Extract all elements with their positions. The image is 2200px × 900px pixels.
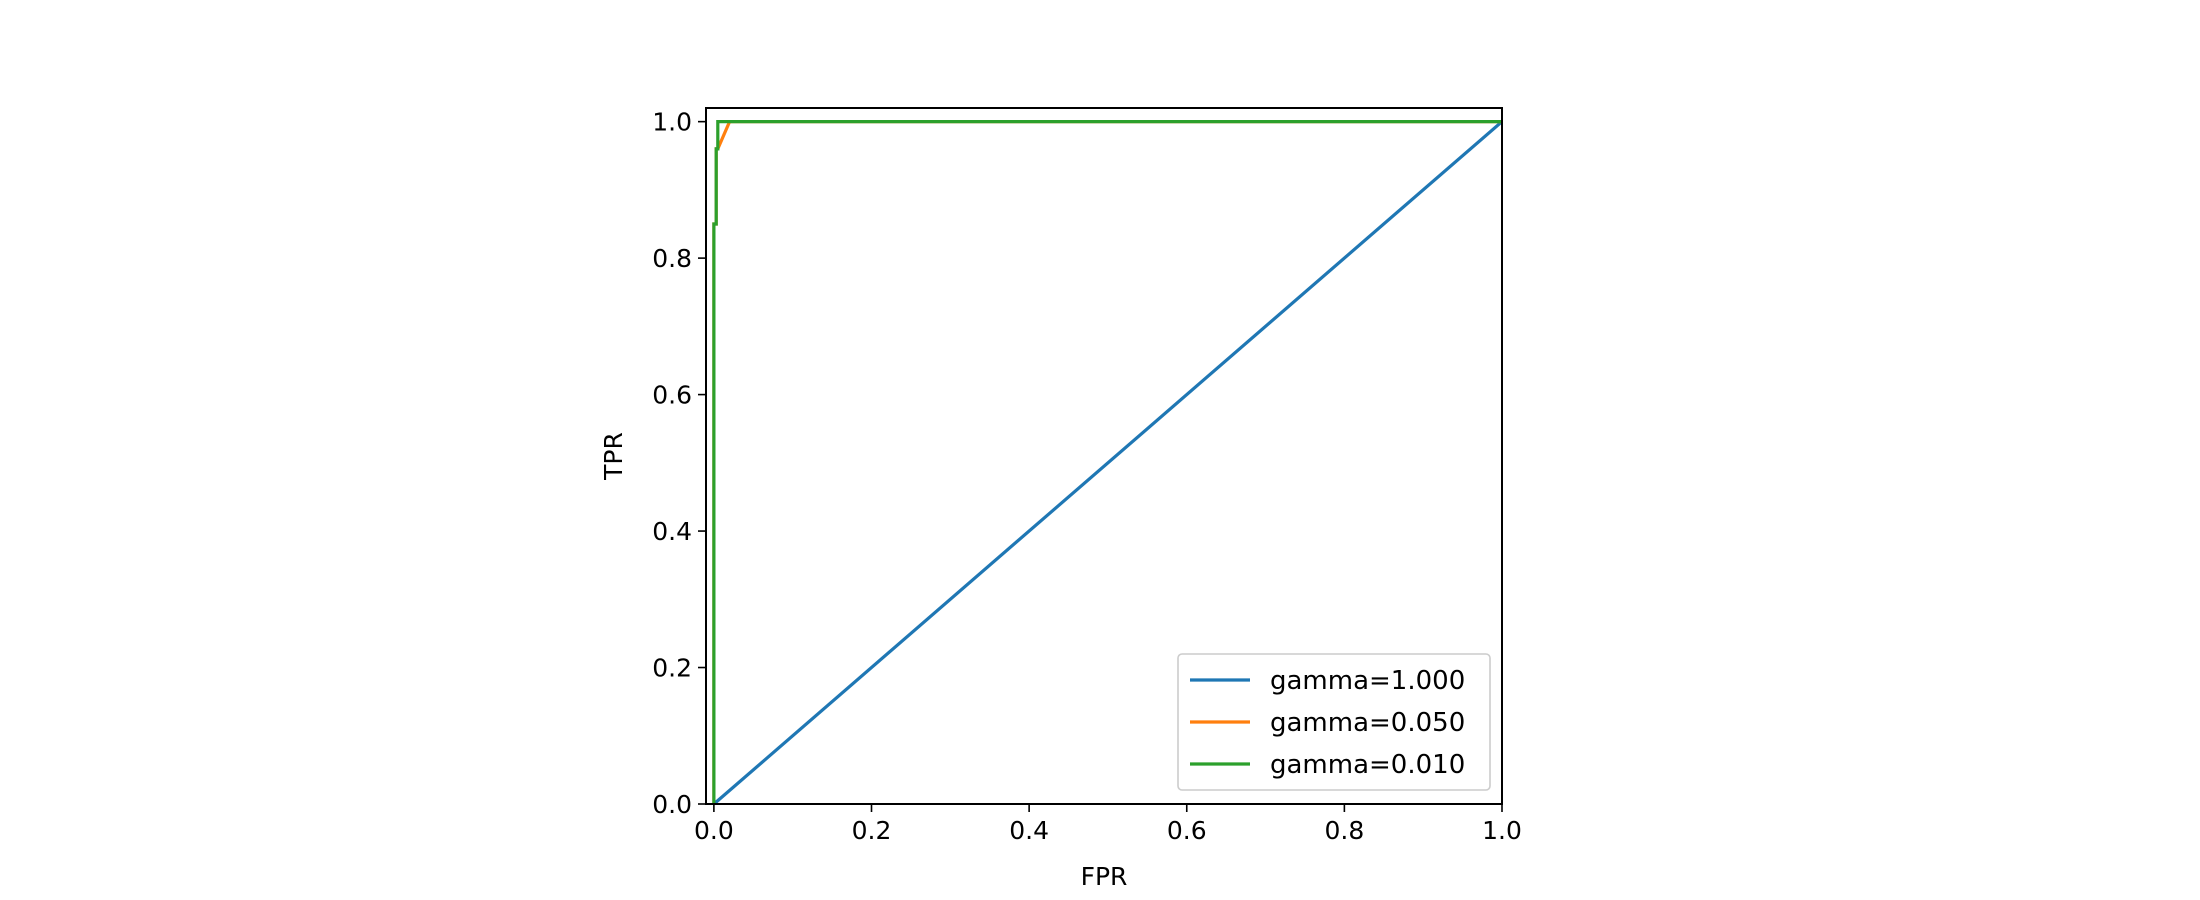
legend-label: gamma=0.010 — [1270, 750, 1465, 780]
x-axis-label: FPR — [1081, 862, 1128, 891]
y-tick-label: 0.4 — [652, 517, 692, 546]
legend-label: gamma=1.000 — [1270, 666, 1465, 696]
x-axis: 0.0 0.2 0.4 0.6 0.8 1.0 — [694, 804, 1522, 845]
y-tick-label: 0.8 — [652, 244, 692, 273]
x-tick-label: 0.2 — [852, 816, 892, 845]
y-tick-label: 0.0 — [652, 790, 692, 819]
legend-label: gamma=0.050 — [1270, 708, 1465, 738]
x-tick-label: 1.0 — [1482, 816, 1522, 845]
legend: gamma=1.000 gamma=0.050 gamma=0.010 — [1177, 653, 1491, 791]
y-axis: 0.0 0.2 0.4 0.6 0.8 1.0 — [652, 108, 706, 819]
series-line-2 — [712, 119, 1502, 804]
legend-box — [1177, 653, 1491, 791]
x-tick-label: 0.6 — [1167, 816, 1207, 845]
y-tick-label: 0.6 — [652, 381, 692, 410]
series-line-0 — [712, 120, 1504, 806]
plot-series — [712, 119, 1504, 806]
x-tick-label: 0.8 — [1324, 816, 1364, 845]
plot-frame — [705, 107, 1503, 805]
y-tick-label: 0.2 — [652, 654, 692, 683]
y-tick-label: 1.0 — [652, 108, 692, 137]
x-tick-label: 0.0 — [694, 816, 734, 845]
x-tick-label: 0.4 — [1009, 816, 1049, 845]
y-axis-label: TPR — [599, 432, 628, 481]
